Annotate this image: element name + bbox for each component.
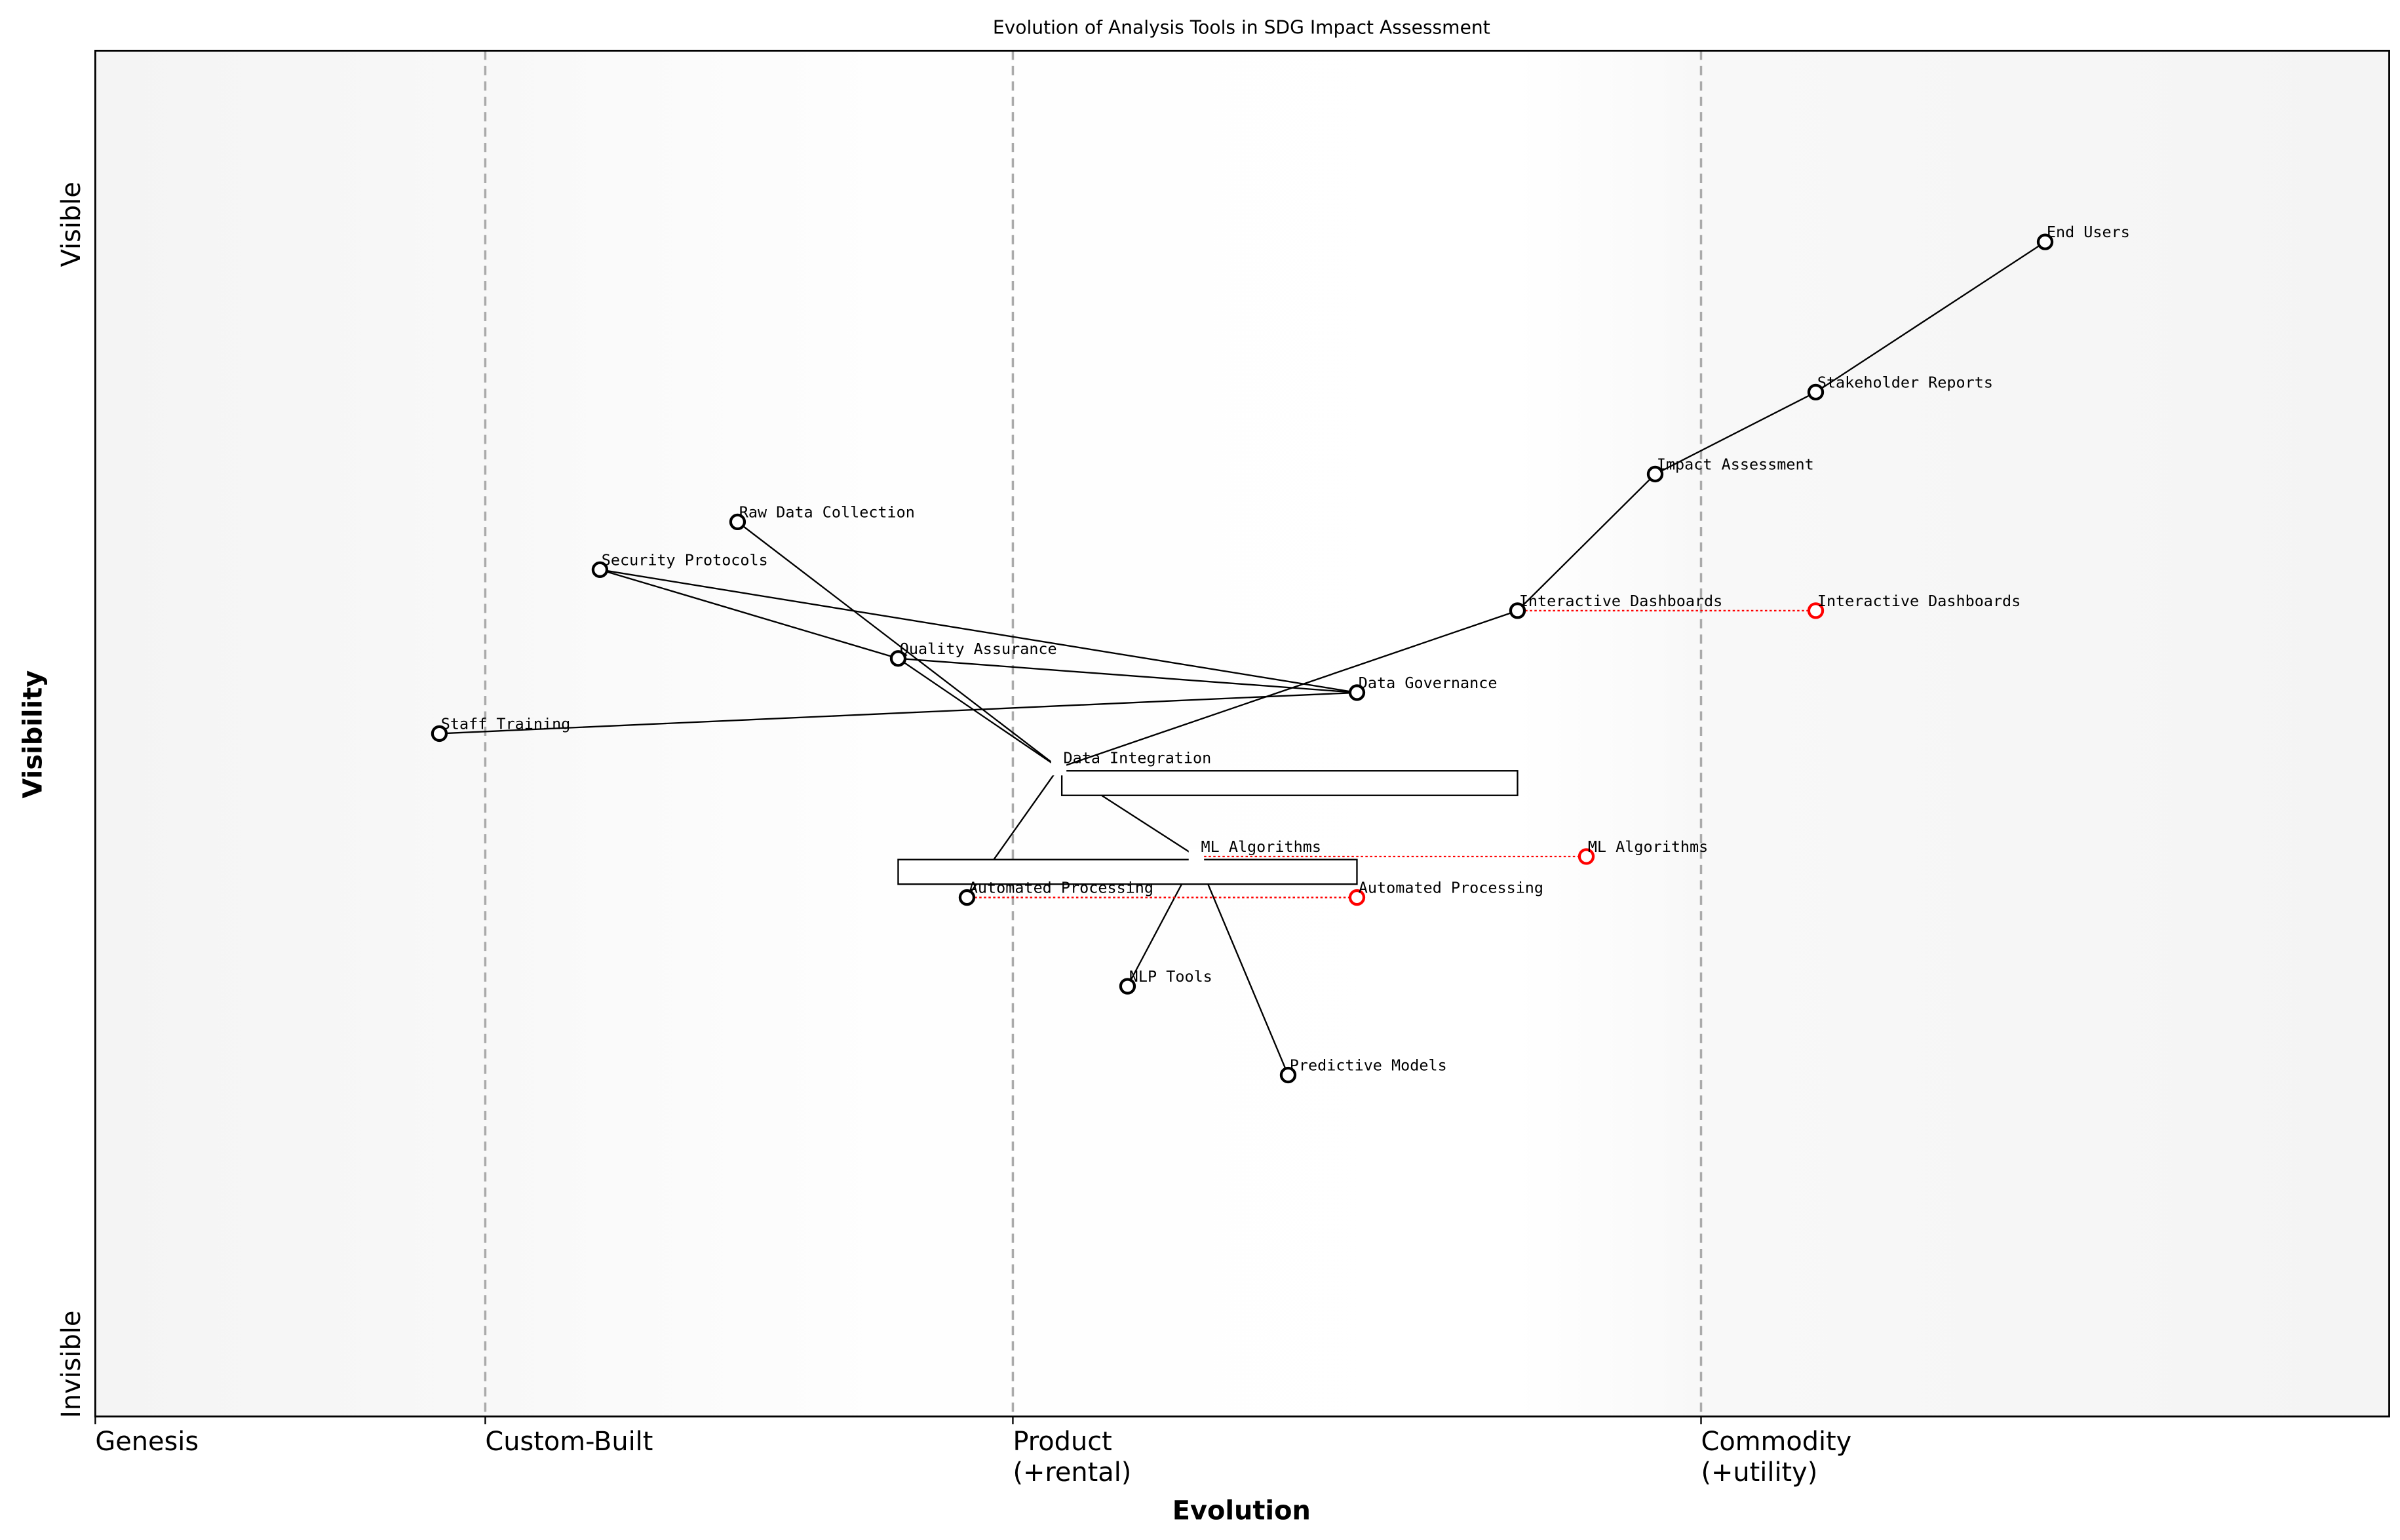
component-marker xyxy=(729,513,746,531)
component-label: End Users xyxy=(2047,223,2130,241)
x-tick-labels: Genesis Custom-Built Product (+rental) Commo… xyxy=(95,1427,1851,1488)
link-line xyxy=(898,657,1357,694)
link-line xyxy=(737,521,1060,769)
links xyxy=(439,241,2046,1075)
components: End Users Stakeholder Reports Impact Asses… xyxy=(431,223,2130,1084)
component-label: ML Algorithms xyxy=(1201,837,1321,856)
x-tick-label-line: Product xyxy=(1013,1427,1112,1457)
component-label: Stakeholder Reports xyxy=(1817,373,1993,391)
component-label: NLP Tools xyxy=(1129,967,1212,986)
stage-dividers xyxy=(94,50,1703,1425)
x-tick-label-line: Custom-Built xyxy=(485,1427,653,1457)
link-line xyxy=(1654,391,1817,475)
component-marker xyxy=(889,650,907,667)
inertia-box xyxy=(1060,770,1519,796)
y-tick-visible: Visible xyxy=(56,182,87,267)
component-marker xyxy=(1807,383,1825,401)
plot-frame xyxy=(94,49,2390,1417)
component-marker xyxy=(431,725,448,742)
component-gap xyxy=(1051,760,1067,776)
x-tick-label: Commodity (+utility) xyxy=(1701,1427,1852,1488)
component-marker xyxy=(1279,1066,1297,1084)
inertia-box xyxy=(897,858,1358,885)
evolved-component-label: Automated Processing xyxy=(1359,879,1543,897)
link-line xyxy=(897,657,1060,769)
component-marker xyxy=(958,889,976,906)
component-label: Raw Data Collection xyxy=(739,503,915,521)
evolved-component-marker xyxy=(1577,848,1595,865)
x-tick-label: Custom-Built xyxy=(485,1427,653,1457)
link-line xyxy=(1815,241,2046,393)
x-tick-label: Product (+rental) xyxy=(1013,1427,1131,1488)
chart-title: Evolution of Analysis Tools in SDG Impac… xyxy=(993,17,1490,39)
component-label: Data Governance xyxy=(1359,674,1498,692)
component-marker xyxy=(591,561,609,579)
component-label: Staff Training xyxy=(441,714,571,733)
link-line xyxy=(600,569,899,659)
x-tick-label-line: (+rental) xyxy=(1013,1457,1131,1488)
x-tick-label: Genesis xyxy=(95,1427,199,1457)
plot-background xyxy=(95,50,2390,1417)
y-tick-invisible: Invisible xyxy=(56,1311,87,1418)
component-marker xyxy=(1646,465,1664,483)
x-tick-label-line: Commodity xyxy=(1701,1427,1852,1457)
component-label: Security Protocols xyxy=(602,550,768,569)
component-marker xyxy=(1348,684,1366,701)
component-marker xyxy=(2036,233,2054,250)
component-marker xyxy=(1509,602,1526,619)
link-line xyxy=(1517,473,1656,611)
x-tick-label-line: Genesis xyxy=(95,1427,199,1457)
x-tick-label-line: (+utility) xyxy=(1701,1457,1818,1488)
component-label: Predictive Models xyxy=(1290,1056,1447,1074)
component-label: Quality Assurance xyxy=(900,640,1057,658)
link-line xyxy=(600,569,1357,694)
component-label: Data Integration xyxy=(1063,749,1211,767)
component-label: Impact Assessment xyxy=(1657,455,1814,473)
link-line xyxy=(439,691,1357,735)
component-gap xyxy=(1188,849,1205,864)
inertia-boxes xyxy=(897,760,1519,885)
evolved-component-marker xyxy=(1348,889,1366,906)
x-axis-label: Evolution xyxy=(1172,1496,1311,1526)
component-label: Automated Processing xyxy=(969,879,1153,897)
evolved-component-label: Interactive Dashboards xyxy=(1817,592,2021,610)
y-axis-label: Visibility xyxy=(18,670,48,799)
component-label: Interactive Dashboards xyxy=(1519,592,1722,610)
evolved-component-label: ML Algorithms xyxy=(1588,837,1708,856)
evolution-arrows: Interactive Dashboards ML Algorithms Autom… xyxy=(975,592,2021,906)
evolved-component-marker xyxy=(1807,602,1825,619)
link-line xyxy=(1195,856,1289,1075)
link-line xyxy=(1058,609,1518,769)
component-marker xyxy=(1119,978,1136,995)
